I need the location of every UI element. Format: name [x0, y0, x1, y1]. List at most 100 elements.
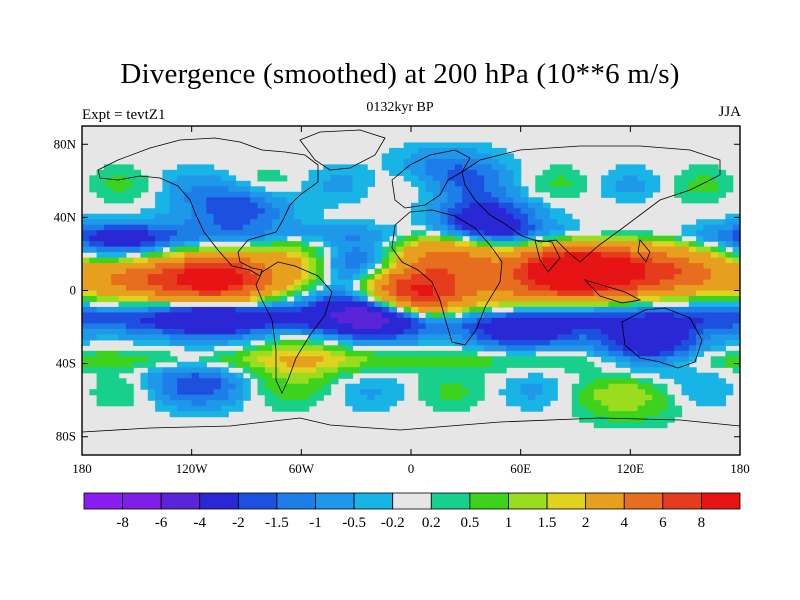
field-cell	[403, 367, 412, 374]
field-cell	[447, 317, 456, 324]
field-cell	[527, 230, 536, 237]
field-cell	[191, 263, 200, 270]
field-cell	[315, 235, 324, 242]
field-cell	[235, 213, 244, 220]
field-cell	[177, 317, 185, 324]
field-cell	[491, 197, 500, 204]
field-cell	[162, 383, 171, 390]
field-cell	[308, 279, 317, 286]
field-cell	[118, 169, 127, 176]
field-cell	[125, 197, 134, 204]
field-cell	[432, 246, 441, 253]
field-cell	[688, 246, 697, 253]
field-cell	[323, 323, 332, 330]
field-cell	[674, 295, 683, 303]
field-cell	[601, 285, 609, 292]
field-cell	[579, 334, 588, 341]
field-cell	[732, 295, 740, 303]
field-cell	[213, 317, 222, 324]
field-cell	[425, 153, 434, 160]
field-cell	[220, 230, 229, 237]
field-cell	[89, 367, 98, 374]
field-cell	[315, 268, 324, 275]
field-cell	[432, 268, 441, 275]
field-cell	[440, 328, 449, 335]
field-cell	[96, 252, 105, 259]
field-cell	[440, 350, 449, 357]
field-cell	[206, 230, 215, 237]
field-cell	[374, 285, 383, 292]
field-cell	[213, 350, 222, 357]
field-cell	[257, 208, 266, 215]
field-cell	[133, 323, 142, 330]
field-cell	[696, 274, 705, 281]
field-cell	[593, 339, 602, 346]
field-cell	[381, 158, 390, 165]
field-cell	[469, 328, 478, 335]
field-cell	[542, 257, 551, 264]
field-cell	[527, 295, 536, 303]
field-cell	[264, 383, 273, 390]
field-cell	[484, 301, 493, 308]
field-cell	[498, 356, 507, 363]
field-cell	[411, 306, 419, 314]
field-cell	[440, 219, 449, 226]
field-cell	[418, 356, 427, 363]
field-cell	[308, 213, 317, 220]
field-cell	[666, 367, 675, 374]
field-cell	[498, 301, 507, 308]
field-cell	[294, 328, 302, 335]
field-cell	[674, 180, 683, 187]
field-cell	[96, 191, 105, 198]
field-cell	[257, 175, 266, 182]
field-cell	[601, 252, 609, 259]
field-cell	[177, 235, 185, 242]
field-cell	[323, 356, 332, 363]
field-cell	[162, 350, 171, 357]
field-cell	[725, 323, 734, 330]
field-cell	[630, 241, 639, 248]
field-cell	[681, 263, 690, 270]
field-cell	[374, 306, 383, 314]
field-cell	[674, 285, 683, 292]
field-cell	[381, 389, 390, 396]
field-cell	[191, 306, 200, 314]
field-cell	[220, 389, 229, 396]
field-cell	[688, 301, 697, 308]
field-cell	[557, 301, 566, 308]
field-cell	[732, 317, 740, 324]
field-cell	[644, 186, 653, 193]
field-cell	[447, 356, 456, 363]
field-cell	[696, 164, 705, 171]
coastlines	[82, 129, 740, 433]
field-cell	[411, 290, 419, 297]
field-cell	[520, 230, 529, 237]
field-cell	[264, 279, 273, 286]
field-cell	[155, 208, 164, 215]
field-cell	[411, 252, 419, 259]
field-cell	[228, 279, 237, 286]
colorbar-swatch	[199, 492, 239, 510]
field-cell	[593, 394, 602, 401]
field-cell	[111, 350, 120, 357]
field-cell	[608, 323, 617, 330]
field-cell	[615, 246, 624, 253]
field-cell	[498, 263, 507, 270]
field-cell	[352, 235, 361, 242]
field-cell	[286, 274, 295, 281]
field-cell	[637, 164, 646, 171]
field-cell	[440, 191, 449, 198]
field-cell	[184, 285, 193, 292]
field-cell	[666, 400, 675, 407]
field-cell	[571, 367, 580, 374]
field-cell	[674, 334, 683, 341]
field-cell	[242, 285, 251, 292]
field-cell	[140, 356, 149, 363]
field-cell	[82, 219, 90, 226]
field-cell	[549, 186, 558, 193]
field-cell	[411, 279, 419, 286]
field-cell	[279, 219, 288, 226]
field-cell	[279, 400, 288, 407]
field-cell	[213, 334, 222, 341]
field-cell	[330, 219, 339, 226]
